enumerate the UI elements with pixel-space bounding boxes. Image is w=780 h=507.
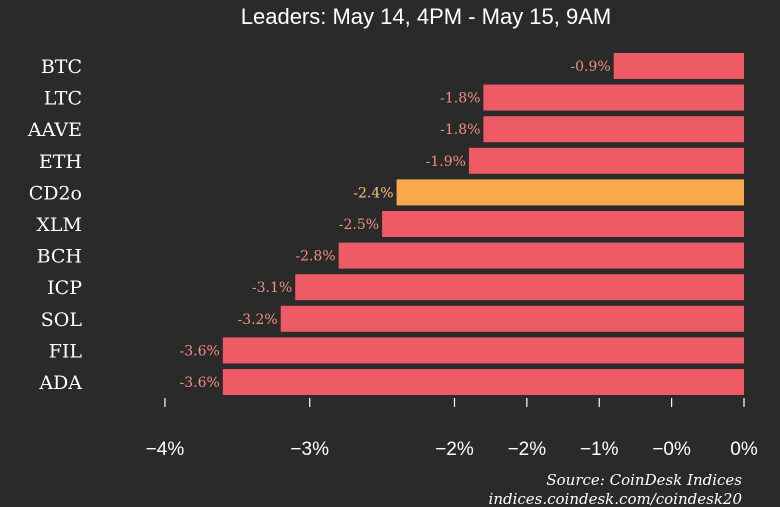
value-label-ada: -3.6%: [180, 375, 220, 391]
category-labels: BTC LTC AAVE ETH CD2o XLM BCH ICP SOL FIL ADA: [27, 56, 82, 394]
bar-ltc: [483, 84, 744, 111]
value-label-icp: -3.1%: [252, 280, 292, 296]
value-labels: -0.9% -1.8% -1.8% -1.9% -2.4% -2.5%-2.8%-3.1%…: [180, 59, 611, 391]
category-label-btc: BTC: [41, 56, 82, 78]
value-label-aave: -1.8%: [440, 122, 480, 138]
category-label-ltc: LTC: [44, 88, 82, 110]
bar-aave: [483, 116, 744, 143]
x-tick-label: −2%: [435, 439, 474, 460]
x-tick-label: −2%: [508, 439, 547, 460]
bar-cd2o: [396, 179, 744, 206]
bar-fil: [222, 337, 744, 364]
bar-btc: [613, 53, 744, 79]
value-label-cd2o: -2.4%: [353, 185, 393, 201]
category-label-cd2o: CD2o: [29, 182, 82, 204]
category-label-fil: FIL: [49, 340, 83, 362]
category-label-sol: SOL: [41, 309, 83, 331]
value-label-bch: -2.8%: [295, 249, 335, 265]
x-tick-label: −1%: [580, 439, 619, 460]
bar-xlm: [382, 211, 744, 237]
x-axis-ticks: −4% −3% −2% −2% −1% −0% 0%: [146, 398, 758, 460]
bar-icp: [295, 274, 744, 301]
source-line-1: Source: CoinDesk Indices: [546, 471, 742, 489]
value-label-eth: -1.9%: [426, 154, 466, 170]
bar-sol: [280, 305, 744, 332]
x-tick-label: −3%: [290, 439, 329, 460]
value-label-btc: -0.9%: [570, 59, 610, 75]
bar-eth: [468, 147, 744, 174]
value-label-xlm: -2.5%: [339, 217, 379, 233]
chart-title: Leaders: May 14, 4PM - May 15, 9AM: [241, 4, 612, 29]
value-label-sol: -3.2%: [237, 312, 277, 328]
bar-bch: [338, 242, 744, 269]
category-label-icp: ICP: [47, 277, 82, 299]
bar-ada: [222, 369, 744, 395]
value-label-fil: -3.6%: [180, 343, 220, 359]
x-tick-label: −0%: [652, 439, 691, 460]
category-label-ada: ADA: [38, 372, 82, 394]
x-tick-label: 0%: [730, 439, 758, 460]
x-tick-label: −4%: [146, 439, 185, 460]
source-line-2: indices.coindesk.com/coindesk20: [489, 490, 743, 507]
bars-group: [222, 53, 744, 395]
category-label-aave: AAVE: [27, 119, 82, 141]
category-label-bch: BCH: [37, 246, 82, 268]
category-label-xlm: XLM: [36, 214, 82, 236]
value-label-ltc: -1.8%: [440, 91, 480, 107]
category-label-eth: ETH: [39, 151, 82, 173]
